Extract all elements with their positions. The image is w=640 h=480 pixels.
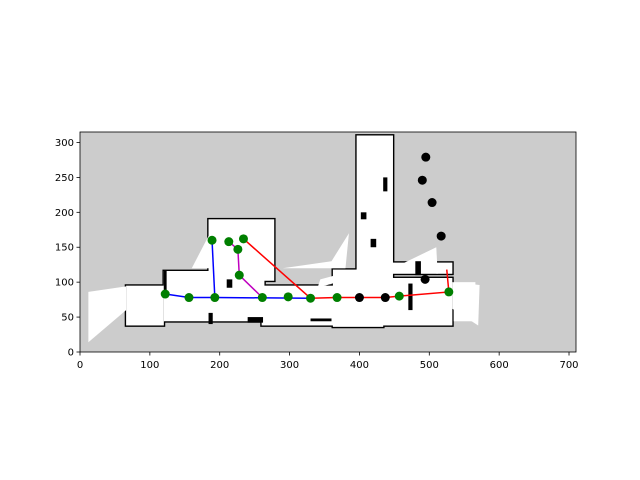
green-point: [444, 287, 454, 297]
green-point: [210, 293, 220, 303]
obstacle: [208, 312, 213, 325]
obstacle: [163, 270, 167, 295]
y-tick-label: 200: [55, 208, 74, 219]
occupancy-map-image: [80, 132, 576, 352]
y-tick-label: 300: [55, 138, 74, 149]
obstacle: [383, 177, 388, 192]
free-space-fan: [282, 233, 349, 269]
free-space-fan: [317, 269, 357, 288]
y-tick-label: 250: [55, 173, 74, 184]
black-point: [436, 231, 446, 241]
free-space-fan: [392, 247, 438, 274]
black-point: [417, 175, 427, 185]
x-tick-label: 600: [490, 360, 509, 371]
green-point: [233, 244, 243, 254]
green-point: [257, 293, 267, 303]
y-tick-label: 150: [55, 243, 74, 254]
free-space-fan: [88, 286, 127, 343]
waypoint-markers: [160, 152, 454, 303]
green-point: [234, 270, 244, 280]
green-point: [238, 234, 248, 244]
axes: 0 100 200 300 400 500 600 700 0 50 100 150 200 250 300: [55, 131, 579, 371]
x-tick-label: 300: [280, 360, 299, 371]
obstacle: [360, 212, 367, 220]
green-point: [394, 291, 404, 301]
green-point: [207, 235, 217, 245]
x-tick-label: 0: [77, 360, 83, 371]
x-tick-label: 500: [420, 360, 439, 371]
obstacle: [370, 238, 377, 248]
obstacle: [247, 317, 264, 323]
black-point: [420, 274, 430, 284]
black-point: [380, 293, 390, 303]
y-tick-label: 50: [61, 313, 74, 324]
black-point: [427, 198, 437, 208]
y-tick-label: 100: [55, 278, 74, 289]
x-tick-label: 400: [350, 360, 369, 371]
black-point: [421, 152, 431, 162]
plot-frame: [79, 131, 577, 353]
green-point: [306, 293, 316, 303]
free-space-fan: [452, 282, 480, 326]
free-space-region: [378, 277, 453, 326]
black-point: [354, 293, 364, 303]
obstacle: [415, 261, 421, 276]
green-point: [224, 237, 234, 247]
free-space-region: [126, 285, 164, 326]
obstacle: [310, 318, 332, 322]
green-point: [332, 293, 342, 303]
free-space-region: [356, 135, 393, 283]
free-space-fan: [191, 233, 210, 269]
x-tick-label: 100: [140, 360, 159, 371]
x-tick-label: 700: [559, 360, 578, 371]
y-tick-label: 0: [68, 348, 74, 359]
green-point: [160, 289, 170, 299]
obstacle: [408, 283, 413, 311]
path-line: [228, 241, 263, 299]
obstacle: [226, 279, 233, 288]
path-line: [211, 240, 216, 298]
green-point: [283, 292, 293, 302]
x-tick-label: 200: [210, 360, 229, 371]
green-point: [184, 293, 194, 303]
